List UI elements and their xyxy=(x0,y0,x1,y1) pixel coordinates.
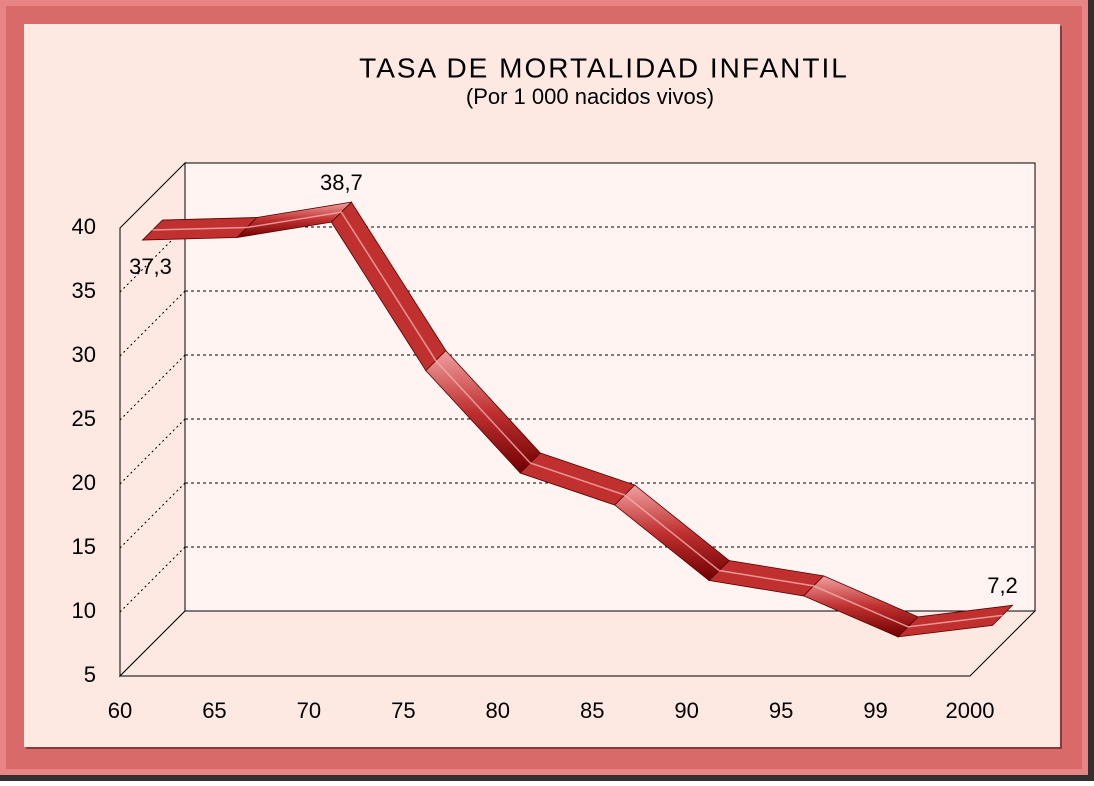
y-tick-label: 40 xyxy=(72,214,96,239)
x-tick-label: 90 xyxy=(674,698,698,723)
line xyxy=(152,211,1003,628)
y-tick-label: 20 xyxy=(72,470,96,495)
chart-subtitle: (Por 1 000 nacidos vivos) xyxy=(466,84,714,109)
grid-line-side xyxy=(119,482,186,549)
plot: 5 10 15 20 25 30 35 40 60 65 70 75 80 85 90 95 99 2000 37,… xyxy=(72,161,1037,723)
x-tick-label: 80 xyxy=(486,698,510,723)
x-tick-label: 60 xyxy=(108,698,132,723)
x-tick-label: 95 xyxy=(769,698,793,723)
x-tick-label: 70 xyxy=(297,698,321,723)
y-tick-label: 15 xyxy=(72,534,96,559)
x-tick-label: 2000 xyxy=(946,698,995,723)
x-tick-label: 75 xyxy=(391,698,415,723)
back-wall xyxy=(184,162,1036,612)
x-tick-label: 85 xyxy=(580,698,604,723)
floor xyxy=(118,610,1037,677)
y-tick-label: 35 xyxy=(72,278,96,303)
grid-line-side xyxy=(119,354,186,421)
y-tick-label: 10 xyxy=(72,598,96,623)
data-label: 38,7 xyxy=(320,170,363,195)
data-label: 37,3 xyxy=(129,254,172,279)
grid-line-side xyxy=(119,546,186,613)
grid-line-side xyxy=(119,290,186,357)
data-label: 7,2 xyxy=(987,573,1018,598)
y-tick-label: 25 xyxy=(72,406,96,431)
x-tick-label: 65 xyxy=(202,698,226,723)
grid-line-side xyxy=(119,418,186,485)
y-tick-label: 5 xyxy=(84,662,96,687)
y-tick-label: 30 xyxy=(72,342,96,367)
x-tick-label: 99 xyxy=(863,698,887,723)
chart-title: TASA DE MORTALIDAD INFANTIL xyxy=(359,52,849,83)
